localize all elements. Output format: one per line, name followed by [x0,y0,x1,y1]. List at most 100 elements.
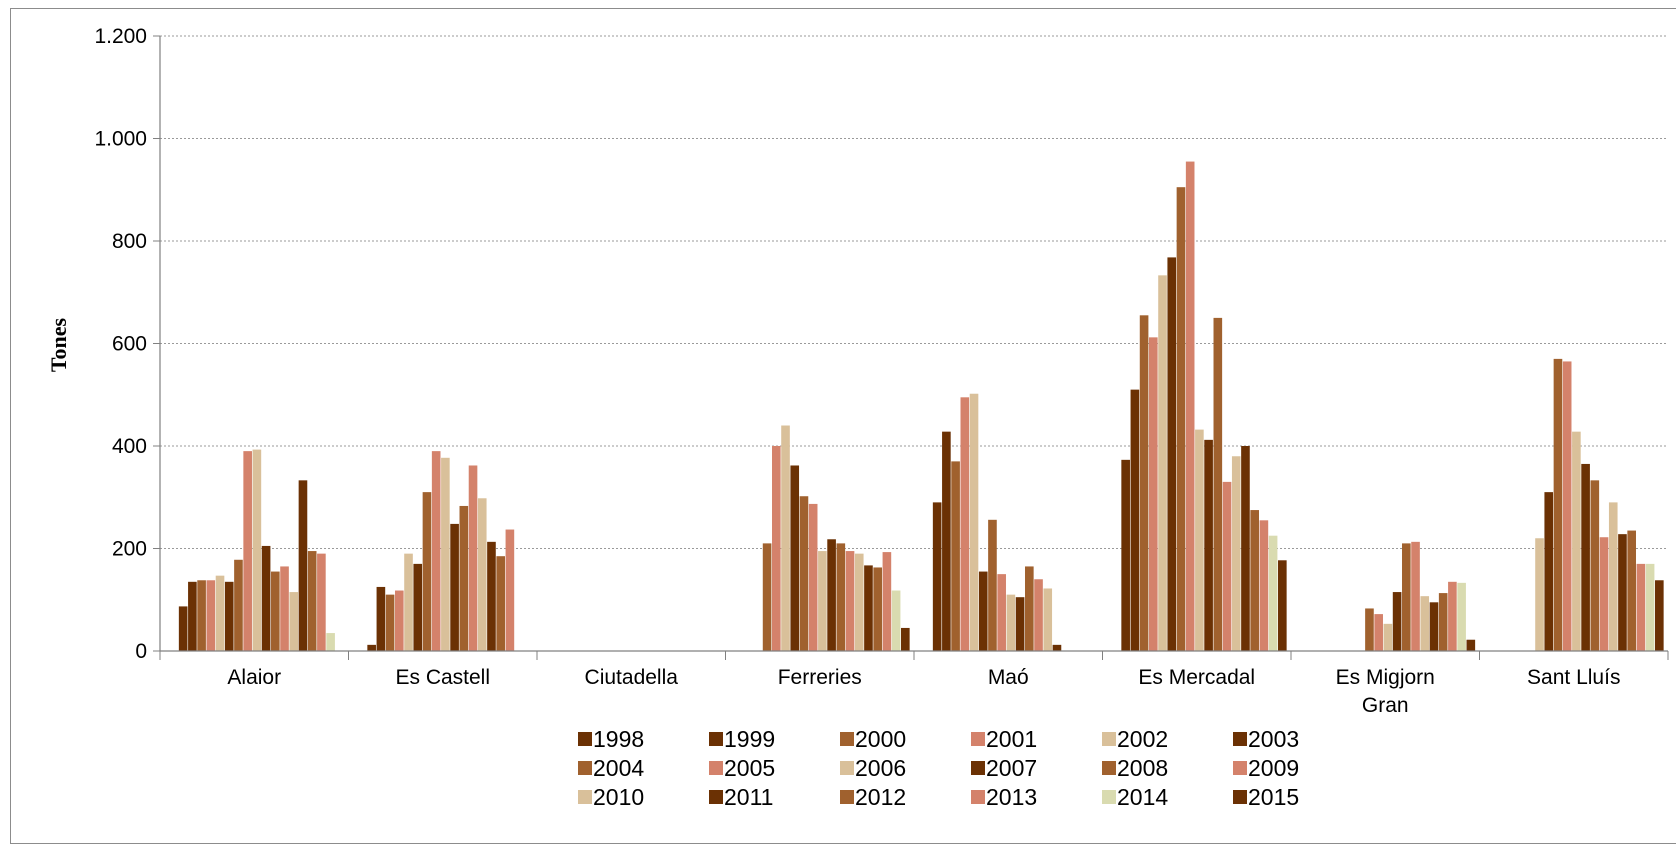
bar-2006-0 [252,449,262,651]
y-axis-label: Tones [46,317,71,372]
legend-label: 2005 [724,755,775,781]
legend-swatch [578,790,592,804]
bar-1999-0 [188,581,197,651]
legend-swatch [840,761,854,775]
legend-swatch [971,790,985,804]
bar-2012-7 [1627,530,1636,651]
bar-2014-3 [891,590,901,651]
bar-2000-4 [951,461,960,652]
bar-2000-1 [385,594,395,652]
bar-1999-4 [942,431,951,651]
legend-label: 2009 [1248,755,1299,781]
bar-2005-3 [808,503,818,651]
bar-2015-3 [901,627,910,651]
bar-2012-6 [1438,593,1448,651]
x-category-label: Ferreries [778,666,862,689]
bar-2007-6 [1392,592,1402,651]
bar-2002-7 [1535,538,1544,651]
legend-label: 2002 [1117,726,1168,752]
y-tick-label: 800 [112,230,147,253]
bar-1998-4 [932,502,942,652]
bar-2011-4 [1052,644,1062,651]
bar-2011-6 [1429,602,1439,651]
bars [178,161,1664,652]
bar-2001-4 [960,397,970,651]
legend-label: 1999 [724,726,775,752]
bar-2004-1 [422,492,432,652]
bar-2008-3 [836,543,846,652]
bar-1998-0 [178,606,188,651]
bar-2007-7 [1581,463,1590,651]
legend-swatch [1102,732,1116,746]
bar-2006-7 [1572,431,1581,651]
bar-2013-6 [1448,581,1457,651]
bar-2007-4 [1015,597,1025,651]
bar-2008-0 [271,571,280,651]
bar-2009-7 [1599,537,1609,651]
bar-2010-7 [1608,502,1618,652]
legend-label: 2001 [986,726,1037,752]
bar-2004-0 [234,559,243,651]
bar-2005-7 [1562,361,1572,651]
bar-2005-4 [997,574,1006,652]
legend-label: 2010 [593,784,644,810]
x-category-label: Es Castell [395,666,490,689]
x-category-label: Sant Lluís [1527,666,1620,689]
legend-label: 2011 [724,784,773,810]
legend-swatch [1233,790,1247,804]
legend-label: 2014 [1117,784,1168,810]
bar-2004-7 [1553,358,1563,652]
bar-2006-4 [1006,594,1016,652]
legend-swatch [1233,761,1247,775]
bar-2004-6 [1365,608,1374,651]
bar-2012-0 [307,551,317,651]
y-tick-label: 1.200 [94,25,147,48]
bar-2014-6 [1457,582,1466,651]
bar-2006-5 [1195,429,1204,651]
bar-2008-7 [1590,480,1600,651]
bar-2006-1 [441,457,450,651]
bar-2006-6 [1383,623,1393,651]
bar-2009-0 [280,566,289,651]
legend-label: 2013 [986,784,1037,810]
legend-swatch [578,761,592,775]
bar-2008-6 [1402,543,1411,652]
bar-1998-5 [1121,459,1130,651]
bar-2002-1 [404,553,413,652]
bar-2008-1 [459,505,469,651]
legend-swatch [971,761,985,775]
legend-swatch [1102,790,1116,804]
bar-2009-5 [1222,481,1232,652]
bar-2008-5 [1213,317,1223,652]
bar-2000-0 [197,580,206,651]
bar-2000-3 [762,543,772,652]
legend-label: 2004 [593,755,644,781]
y-tick-label: 600 [112,333,147,356]
bar-2015-7 [1655,580,1664,651]
x-category-label: Es Mercadal [1138,666,1255,689]
bar-2001-0 [206,580,216,651]
legend-label: 2006 [855,755,906,781]
legend-swatch [709,732,723,746]
bar-2002-0 [215,575,225,651]
bar-2003-1 [413,563,423,652]
axes: 0 200 400 600 800 1.000 1.200 Alaior Es Castell C… [94,25,1669,717]
bar-2013-5 [1259,520,1269,651]
bar-2011-0 [298,480,308,651]
x-category-label: Gran [1362,694,1409,717]
legend-swatch [709,761,723,775]
gridlines [160,35,1668,549]
x-category-label: Alaior [227,666,281,689]
bar-2010-5 [1231,456,1241,651]
legend-label: 2012 [855,784,906,810]
bar-2015-6 [1466,639,1476,651]
bar-2003-5 [1167,257,1177,651]
bar-2005-1 [431,451,441,652]
bar-2012-1 [496,556,505,651]
bar-2004-3 [799,496,809,651]
bar-2002-3 [781,425,790,651]
bar-2007-5 [1204,439,1213,651]
bar-2003-0 [224,581,234,651]
bar-2015-5 [1278,560,1287,651]
